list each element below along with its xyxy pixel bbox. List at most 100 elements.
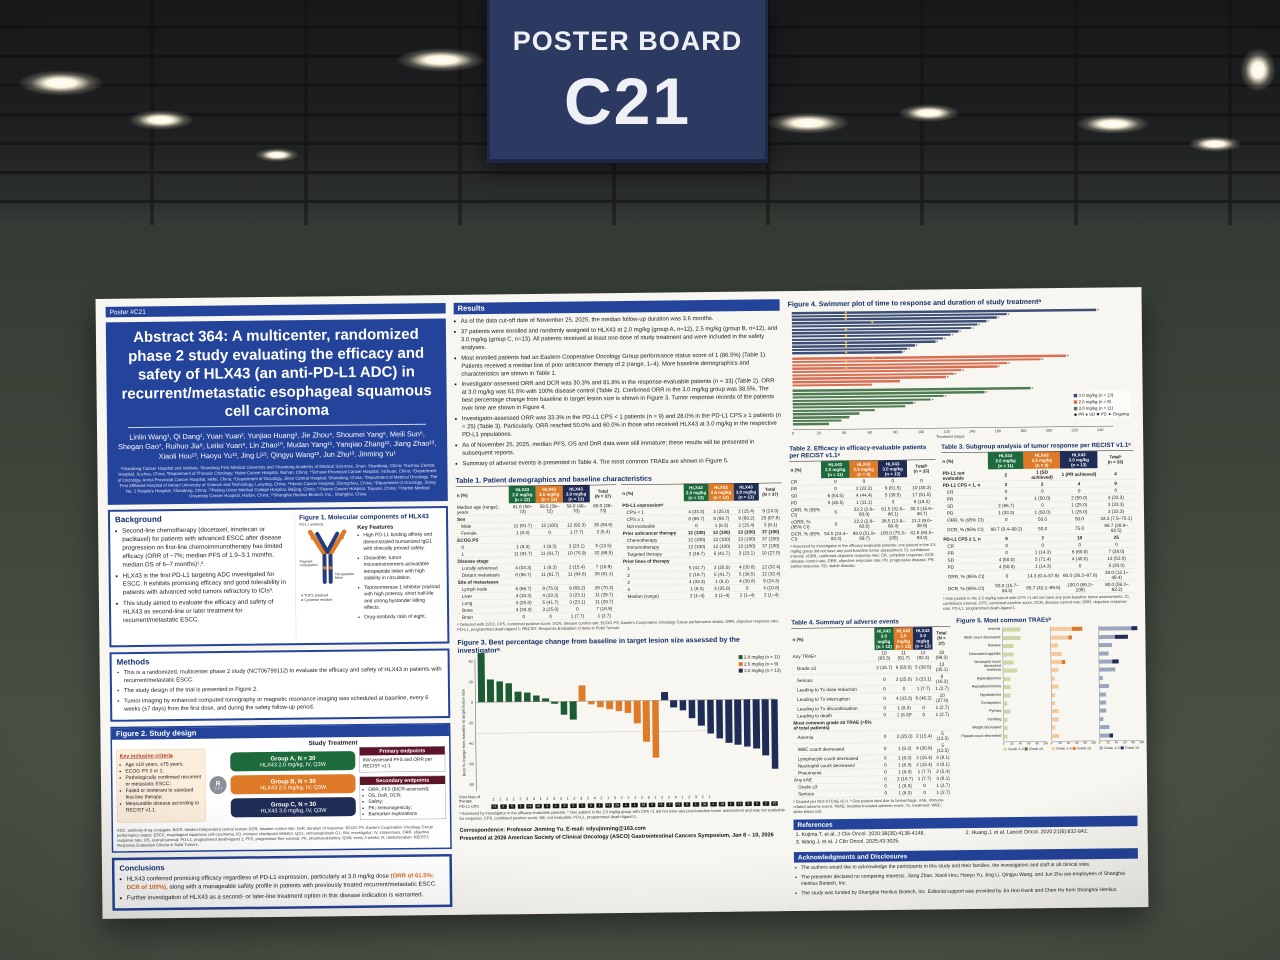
key-feature: Topoisomerase 1 inhibitor payload with h… <box>364 583 442 611</box>
poster-board-sign: POSTER BOARD C21 <box>487 0 768 163</box>
table4-footnote: ᵃ Graded per NCI-CTCAE v5.0. ᵇ One patie… <box>793 797 945 814</box>
trae-bar-grade12 <box>1003 676 1011 682</box>
figure5-title: Figure 5. Most common TRAEsᵇ <box>956 616 1052 625</box>
results-bullets: As of the data cut-off date of November … <box>454 314 782 468</box>
poster-affiliations: ¹Shandong Cancer Hospital and Institute,… <box>117 462 438 499</box>
trae-bar-grade12 <box>1050 643 1059 648</box>
waterfall-bar <box>597 700 604 708</box>
correspondence-block: Correspondence: Professor Jinming Yu. E-… <box>460 822 786 842</box>
inclusion-criteria-box: Key inclusion criteria Age ≥18 years, ≤7… <box>116 748 206 823</box>
scientific-poster: Poster #C21 Abstract 364: A multicenter,… <box>95 287 1149 919</box>
ongoing-arrow: ➤ <box>935 340 939 344</box>
waterfall-bar <box>688 699 696 719</box>
trae-category-label: Asthenia <box>986 667 1001 673</box>
trae-bar-grade12 <box>1003 717 1008 723</box>
trae-bar-grade3 <box>1071 626 1083 632</box>
waterfall-bar <box>651 700 660 758</box>
waterfall-bar <box>642 700 651 742</box>
ongoing-arrow: ➤ <box>902 350 906 354</box>
secondary-endpoint: Biomarker explorations <box>369 811 443 818</box>
waterfall-bar <box>578 685 586 701</box>
trae-bar-grade12 <box>1003 693 1011 698</box>
trae-bar-grade12 <box>1051 684 1059 689</box>
methods-bullets: This is a randomized, multicenter phase … <box>117 666 443 713</box>
figure4-legend: 3.0 mg/kg (n = 13) 2.5 mg/kg (n = 9) 2.0 m… <box>1071 390 1131 419</box>
figure5-section: Figure 5. Most common TRAEsᵇ Anemia WBC c… <box>956 614 1144 812</box>
figure3-title: Figure 3. Best percentage change from ba… <box>457 635 740 655</box>
trae-bar-grade3 <box>1109 733 1114 738</box>
background-bullet: HLX43 is the first PD-L1 targeting ADC i… <box>123 570 291 597</box>
ceiling-light <box>1240 48 1276 92</box>
data-table: n (%) HLX43 2.0 mg/kg (n = 11) HLX43 2.5 mg/k… <box>789 459 937 543</box>
waterfall-bar <box>477 652 485 703</box>
waterfall-bar <box>670 700 678 708</box>
antibody-legend: ■ TOP1 payload ● Cysteine residue <box>300 592 333 603</box>
results-bullet: Most enrolled patients had an Eastern Co… <box>461 351 780 379</box>
trae-bar-grade12 <box>1099 692 1106 697</box>
ongoing-arrow: ➤ <box>977 322 981 327</box>
ongoing-arrow: ➤ <box>961 368 965 373</box>
waterfall-bar <box>505 683 513 702</box>
trae-bar-grade12 <box>1050 627 1072 632</box>
table-row: Median (range) 2 (1–4) 2 (1–4) 2 (1–4) 2 (1–… <box>622 590 783 600</box>
antibody-diagram: PD-L1 antibody Payload conjugation Tetra… <box>299 523 356 624</box>
references-list: 1. Kojima T, et al. J Clin Oncol. 2020;3… <box>794 826 1138 847</box>
waterfall-chart: 40 20 0 -20 -40 -60 -80 Best % change from base… <box>458 652 786 795</box>
results-bullet: Investigator-assessed ORR and DCR was 30… <box>461 377 780 412</box>
trae-bar-grade12 <box>1050 635 1069 640</box>
trae-category-label: Weight decreased <box>972 724 1002 730</box>
table4-title: Table 4. Summary of adverse events <box>791 618 899 627</box>
trae-bar-grade12 <box>1051 725 1056 730</box>
trae-bar-grade12 <box>1099 667 1116 672</box>
ongoing-arrow: ➤ <box>997 364 1001 369</box>
swimmer-bar <box>792 408 875 413</box>
trae-bar-grade12 <box>1051 709 1059 714</box>
ongoing-arrow: ➤ <box>907 347 911 351</box>
figure1-panel: Figure 1. Molecular components of HLX43 <box>294 512 443 640</box>
trae-bar-grade12 <box>1051 668 1059 673</box>
key-features-heading: Key Features <box>357 524 394 531</box>
waterfall-bar <box>532 695 540 702</box>
acknowledgments-section: Acknowledgments and Disclosures The auth… <box>793 848 1139 899</box>
trae-bar-grade12 <box>1099 651 1109 656</box>
trae-bar-grade12 <box>1051 676 1055 681</box>
ceiling-light <box>1188 136 1242 152</box>
poster-title-block: Abstract 364: A multicenter, randomized … <box>105 318 448 505</box>
table2-footnote: ᵃ Assessed by investigator in the effica… <box>790 542 936 569</box>
trae-bar-grade12 <box>1099 708 1107 713</box>
table-row: Brain 0 0 1 (7.7) 1 (2.7) <box>457 611 618 621</box>
antibody-label-payload: Payload conjugation <box>299 560 318 568</box>
methods-bullet: This is a randomized, multicenter phase … <box>124 666 443 685</box>
ongoing-arrow: ➤ <box>946 375 950 379</box>
swimmer-plot: ➤ ➤ ➤ ➤ ➤ ➤ ➤ ➤ ➤ ➤ ➤ ➤ ➤ ➤ ➤ ➤ ➤ ➤ ➤ ➤ ➤ ➤ ➤ ➤ ➤ 0 20 40 60 80 100 120… <box>788 306 1133 439</box>
figure3-legend: 2.0 mg/kg (n = 11) 2.5 mg/kg (n = 9) 3.0 m… <box>738 654 781 675</box>
trae-bar-grade12 <box>1099 675 1103 680</box>
trae-bar-grade12 <box>1003 709 1011 714</box>
waterfall-bar <box>743 699 751 747</box>
inclusion-criterion: Failed or intolerant to standard first-l… <box>126 787 203 801</box>
reference-item: 3. Wang J, et al. J Clin Oncol. 2025;43:… <box>795 837 900 846</box>
key-feature: High PD-L1 binding affinity and demonstr… <box>363 531 441 552</box>
inclusion-criterion: Pathologically confirmed recurrent or me… <box>125 774 202 788</box>
trae-bar-grade3 <box>1131 626 1138 631</box>
trae-bar-grade12 <box>1052 733 1060 738</box>
trae-bar-grade12 <box>1099 700 1106 705</box>
trae-bar-grade12 <box>1100 733 1110 738</box>
waterfall-bar <box>523 692 531 702</box>
results-bullet: 37 patients were enrolled and randomly a… <box>461 324 780 352</box>
treatment-group-box: Group A, N = 30 HLX43 2.0 mg/kg, IV, Q3W <box>230 751 356 772</box>
waterfall-bar <box>496 681 504 702</box>
antibody-label-linker: Tetrapeptide linker <box>334 572 355 580</box>
trae-bar-grade12 <box>1051 659 1062 665</box>
trae-bar-grade12 <box>1098 626 1132 631</box>
waterfall-bar <box>569 701 577 720</box>
methods-bullet: The study design of the trial is present… <box>124 684 443 695</box>
methods-bullet: Tumor imaging by enhanced computed tomog… <box>124 694 443 713</box>
trae-bar-grade3 <box>1061 659 1066 664</box>
ongoing-arrow: ➤ <box>943 336 947 341</box>
data-table: n (%) HLX43 2.0 mg/kg (n = 12) HLX43 2.5 mg/k… <box>621 482 783 600</box>
antibody-label-mab: PD-L1 antibody <box>299 522 324 527</box>
primary-endpoints-body: INV-assessed PFS and ORR per RECIST v1.1 <box>362 756 433 770</box>
results-bullet: Investigator-assessed ORR was 33.3% in t… <box>462 411 781 439</box>
